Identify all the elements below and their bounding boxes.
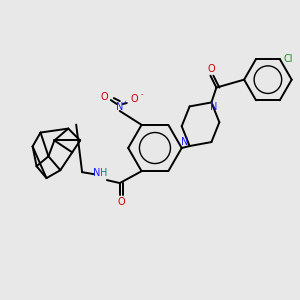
Text: N: N: [210, 102, 217, 112]
Text: H: H: [100, 168, 108, 178]
Text: O: O: [208, 64, 215, 74]
Text: O: O: [131, 94, 139, 104]
Text: N: N: [116, 102, 124, 112]
Text: +: +: [122, 100, 128, 105]
Text: Cl: Cl: [284, 54, 293, 64]
Text: -: -: [140, 91, 143, 97]
Text: N: N: [181, 137, 188, 147]
Text: N: N: [93, 168, 101, 178]
Text: O: O: [100, 92, 108, 102]
Text: O: O: [118, 197, 126, 207]
